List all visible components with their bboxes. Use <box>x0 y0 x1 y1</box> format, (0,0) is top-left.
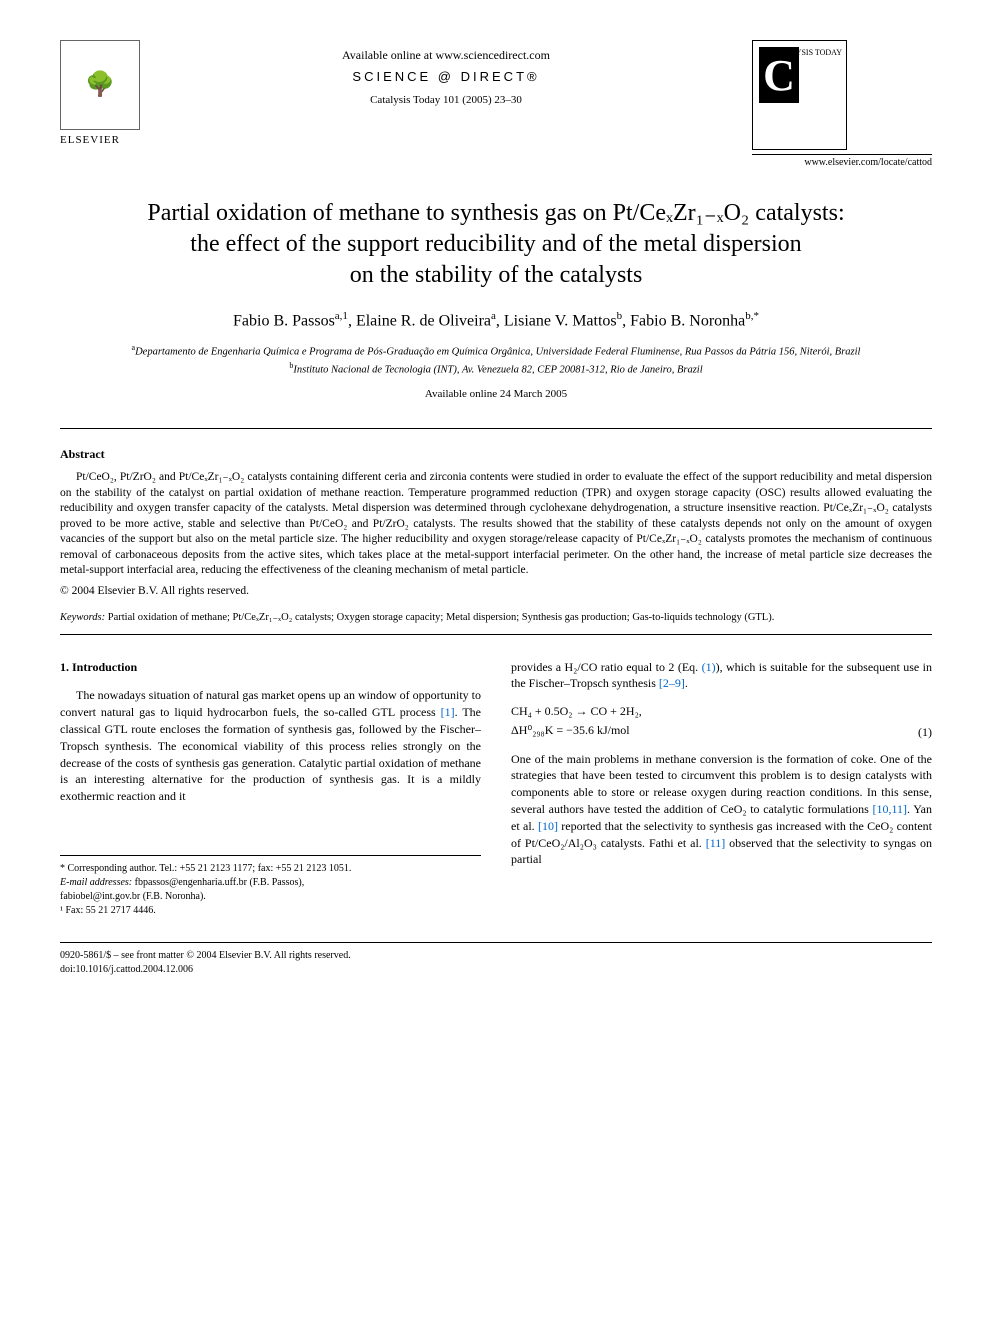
journal-url: www.elsevier.com/locate/cattod <box>752 154 932 168</box>
center-header: Available online at www.sciencedirect.co… <box>140 40 752 106</box>
left-column: 1. Introduction The nowadays situation o… <box>60 659 481 918</box>
author-4-sup: b,* <box>745 310 759 322</box>
title-line-3: on the stability of the catalysts <box>350 262 643 288</box>
footer-issn: 0920-5861/$ – see front matter © 2004 El… <box>60 949 932 963</box>
eq-line-1: CH₄ + 0.5O₂ → CO + 2H₂, <box>511 704 642 718</box>
intro-p3: One of the main problems in methane conv… <box>511 751 932 869</box>
eq-line-2: ΔH⁰₂₉₈K = −35.6 kJ/mol <box>511 723 630 737</box>
elsevier-tree-icon: 🌳 <box>85 73 115 97</box>
equation-1: CH₄ + 0.5O₂ → CO + 2H₂, ΔH⁰₂₉₈K = −35.6 … <box>511 702 932 740</box>
keywords: Keywords: Partial oxidation of methane; … <box>60 611 932 626</box>
footnotes: * Corresponding author. Tel.: +55 21 212… <box>60 855 481 918</box>
footer: 0920-5861/$ – see front matter © 2004 El… <box>60 942 932 977</box>
title-line-2: the effect of the support reducibility a… <box>190 231 801 257</box>
email-label: E-mail addresses: <box>60 877 132 888</box>
author-3: Lisiane V. Mattos <box>504 312 617 329</box>
authors: Fabio B. Passosa,1, Elaine R. de Oliveir… <box>60 310 932 330</box>
journal-cover-title: CATALYSIS TODAY <box>771 49 842 58</box>
author-2: Elaine R. de Oliveira <box>356 312 491 329</box>
title-line-1: Partial oxidation of methane to synthesi… <box>147 200 844 226</box>
elsevier-label: ELSEVIER <box>60 134 140 146</box>
equation-1-number: (1) <box>918 724 932 741</box>
right-column: provides a H₂/CO ratio equal to 2 (Eq. (… <box>511 659 932 918</box>
elsevier-logo-block: 🌳 ELSEVIER <box>60 40 140 146</box>
author-1-sup: a,1 <box>335 310 348 322</box>
email-line: E-mail addresses: fbpassos@engenharia.uf… <box>60 876 481 890</box>
corresponding-author: * Corresponding author. Tel.: +55 21 212… <box>60 862 481 876</box>
article-title: Partial oxidation of methane to synthesi… <box>80 198 912 292</box>
ref-10-11[interactable]: [10,11] <box>872 802 907 816</box>
citation: Catalysis Today 101 (2005) 23–30 <box>140 94 752 106</box>
email-1: fbpassos@engenharia.uff.br (F.B. Passos)… <box>135 877 305 888</box>
keywords-text: Partial oxidation of methane; Pt/CeₓZr₁₋… <box>108 612 775 623</box>
journal-block: C CATALYSIS TODAY www.elsevier.com/locat… <box>752 40 932 168</box>
intro-p3-a: One of the main problems in methane conv… <box>511 752 932 816</box>
ref-eq1[interactable]: (1) <box>702 660 716 674</box>
intro-p2-a: provides a H₂/CO ratio equal to 2 (Eq. <box>511 660 702 674</box>
author-4: Fabio B. Noronha <box>630 312 745 329</box>
author-2-sup: a <box>491 310 496 322</box>
rule-below-keywords <box>60 634 932 635</box>
header-row: 🌳 ELSEVIER Available online at www.scien… <box>60 40 932 168</box>
intro-p1-b: . The classical GTL route encloses the f… <box>60 705 481 803</box>
abstract-copyright: © 2004 Elsevier B.V. All rights reserved… <box>60 585 932 597</box>
author-1: Fabio B. Passos <box>233 312 335 329</box>
footer-doi: doi:10.1016/j.cattod.2004.12.006 <box>60 963 932 977</box>
abstract-heading: Abstract <box>60 447 932 462</box>
affiliation-b: Instituto Nacional de Tecnologia (INT), … <box>293 365 702 376</box>
footnote-1: ¹ Fax: 55 21 2717 4446. <box>60 904 481 918</box>
intro-p2: provides a H₂/CO ratio equal to 2 (Eq. (… <box>511 659 932 693</box>
sciencedirect-logo: SCIENCE @ DIRECT® <box>140 69 752 84</box>
affiliations: aDepartamento de Engenharia Química e Pr… <box>60 342 932 378</box>
intro-p2-c: . <box>685 676 688 690</box>
available-online-text: Available online at www.sciencedirect.co… <box>140 48 752 63</box>
intro-heading: 1. Introduction <box>60 659 481 676</box>
email-2: fabiobel@int.gov.br (F.B. Noronha). <box>60 890 481 904</box>
journal-cover: C CATALYSIS TODAY <box>752 40 847 150</box>
ref-10[interactable]: [10] <box>538 819 558 833</box>
ref-2-9[interactable]: [2–9] <box>659 676 685 690</box>
elsevier-logo: 🌳 <box>60 40 140 130</box>
abstract-text: Pt/CeO₂, Pt/ZrO₂ and Pt/CeₓZr₁₋ₓO₂ catal… <box>60 470 932 579</box>
ref-1[interactable]: [1] <box>441 705 455 719</box>
equation-1-text: CH₄ + 0.5O₂ → CO + 2H₂, ΔH⁰₂₉₈K = −35.6 … <box>511 702 642 740</box>
intro-p1: The nowadays situation of natural gas ma… <box>60 687 481 805</box>
author-3-sup: b <box>617 310 623 322</box>
ref-11[interactable]: [11] <box>706 836 726 850</box>
keywords-label: Keywords: <box>60 612 105 623</box>
two-col-body: 1. Introduction The nowadays situation o… <box>60 659 932 918</box>
intro-p1-a: The nowadays situation of natural gas ma… <box>60 688 481 719</box>
available-date: Available online 24 March 2005 <box>60 388 932 400</box>
affiliation-a: Departamento de Engenharia Química e Pro… <box>135 346 860 357</box>
